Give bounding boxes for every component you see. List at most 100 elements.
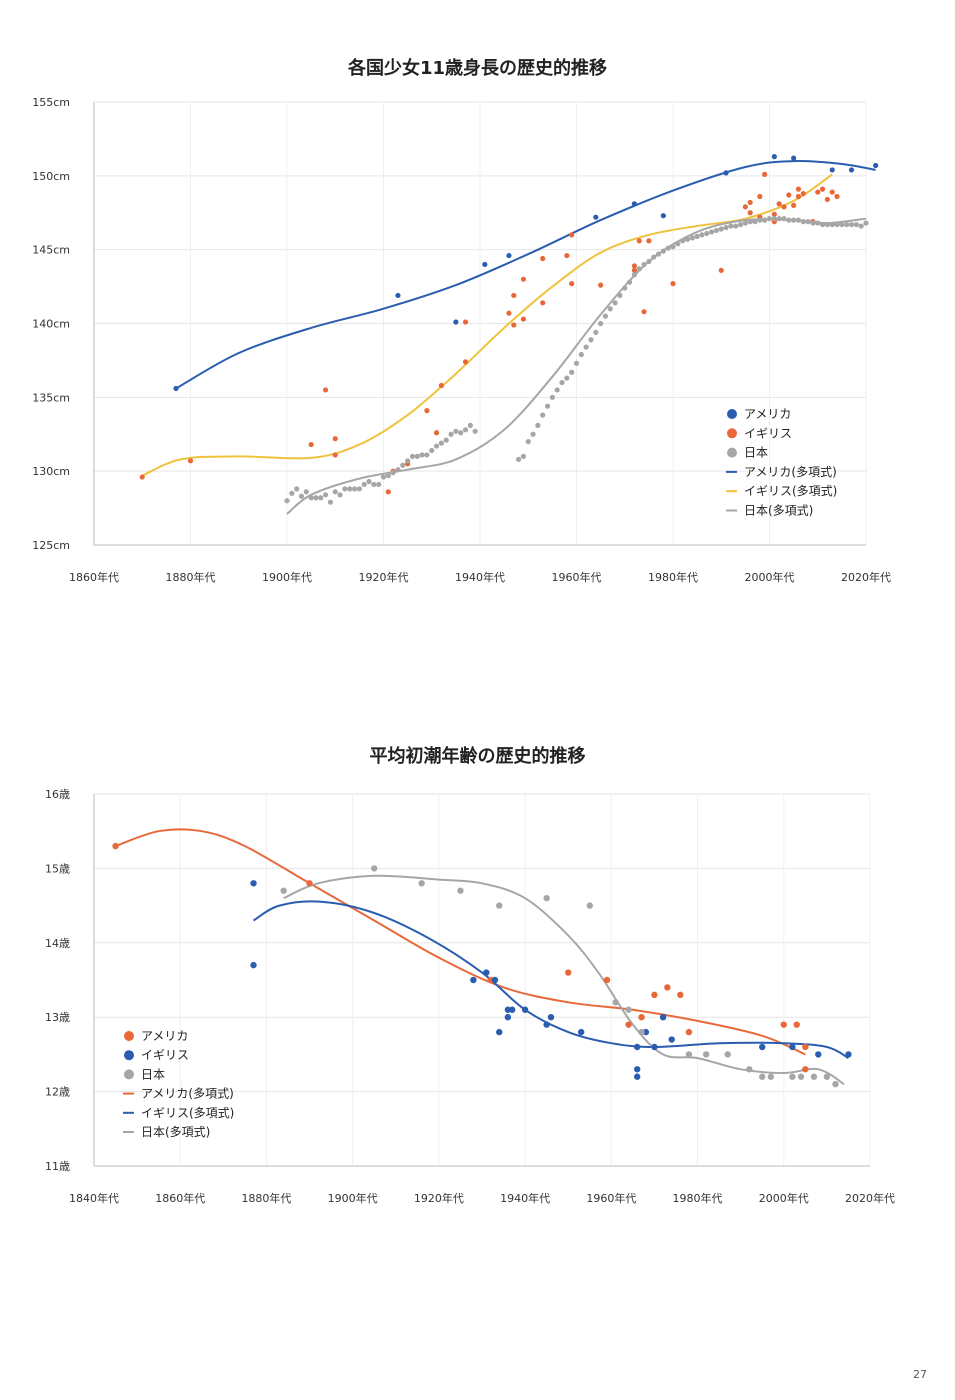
data-point-japan (805, 219, 811, 225)
data-point-japan (429, 447, 435, 454)
y-tick-label: 11歳 (45, 1160, 70, 1173)
data-point-japan (419, 452, 425, 458)
data-point-uk (462, 319, 469, 325)
data-point-uk (139, 474, 145, 480)
y-tick-label: 130cm (32, 465, 70, 478)
y-tick-label: 14歳 (45, 937, 70, 950)
y-tick-label: 125cm (32, 539, 70, 552)
data-point-usa (638, 1014, 645, 1021)
data-point-japan (598, 320, 604, 327)
legend-label: イギリス(多項式) (141, 1106, 234, 1120)
data-point-japan (810, 1073, 818, 1080)
data-point-japan (361, 481, 367, 488)
data-point-usa (306, 880, 313, 887)
data-point-uk (659, 1014, 667, 1021)
legend-label: 日本(多項式) (141, 1125, 210, 1139)
data-point-uk (636, 238, 642, 244)
data-point-japan (467, 422, 473, 428)
data-point-japan (771, 216, 777, 222)
data-point-japan (564, 375, 570, 381)
data-point-uk (824, 196, 831, 203)
y-tick-label: 150cm (32, 170, 70, 183)
data-point-uk (718, 267, 724, 273)
data-point-japan (747, 219, 753, 225)
data-point-japan (400, 462, 406, 468)
data-point-japan (602, 313, 609, 319)
data-point-japan (759, 1073, 766, 1080)
legend-label: アメリカ (744, 407, 791, 421)
data-point-uk (742, 204, 748, 210)
x-tick-label: 1980年代 (673, 1191, 723, 1205)
y-tick-label: 12歳 (45, 1086, 70, 1099)
data-point-japan (704, 230, 710, 237)
data-point-japan (366, 478, 372, 485)
x-tick-label: 2020年代 (841, 570, 891, 584)
data-point-usa (482, 261, 488, 268)
legend-label: アメリカ(多項式) (744, 465, 837, 479)
data-point-japan (593, 329, 599, 335)
data-point-japan (313, 495, 319, 501)
data-point-japan (646, 258, 652, 265)
page-number: 27 (913, 1368, 927, 1381)
data-point-japan (675, 241, 681, 247)
x-tick-label: 1840年代 (69, 1191, 119, 1205)
data-point-uk (631, 263, 638, 269)
data-point-japan (839, 221, 845, 228)
data-point-japan (549, 394, 555, 400)
data-point-japan (660, 248, 666, 254)
data-point-uk (634, 1066, 641, 1073)
data-point-usa (873, 162, 879, 169)
data-point-uk (462, 359, 469, 365)
data-point-japan (544, 403, 551, 409)
data-point-japan (612, 300, 618, 306)
data-point-usa (848, 167, 855, 173)
legend-marker (727, 428, 737, 439)
data-point-uk (829, 189, 835, 195)
data-point-japan (815, 220, 821, 226)
data-point-japan (844, 221, 850, 228)
data-point-uk (520, 276, 527, 282)
data-point-uk (819, 186, 826, 192)
data-point-uk (634, 1043, 641, 1051)
data-point-japan (728, 223, 734, 229)
y-tick-label: 13歳 (45, 1011, 70, 1024)
data-point-japan (742, 220, 748, 226)
data-point-uk (433, 430, 440, 436)
data-point-japan (625, 1006, 632, 1013)
y-tick-label: 155cm (32, 96, 70, 109)
data-point-usa (506, 252, 512, 259)
data-point-japan (762, 217, 768, 223)
data-point-japan (791, 217, 797, 223)
data-point-uk (577, 1028, 585, 1036)
legend-marker (727, 409, 737, 419)
data-point-uk (786, 192, 792, 198)
data-point-uk (323, 387, 329, 393)
data-point-japan (797, 1073, 805, 1080)
data-point-japan (636, 266, 642, 272)
data-point-japan (376, 481, 382, 488)
y-tick-label: 135cm (32, 391, 70, 404)
data-point-uk (438, 382, 444, 389)
data-point-uk (547, 1014, 555, 1021)
data-point-japan (390, 470, 396, 476)
data-point-japan (810, 220, 816, 226)
data-point-japan (737, 221, 744, 228)
data-point-japan (766, 216, 773, 222)
x-tick-label: 1880年代 (241, 1191, 291, 1205)
data-point-japan (724, 1051, 731, 1058)
data-point-japan (453, 428, 459, 434)
series-line-usa (175, 160, 876, 390)
data-point-usa (603, 976, 611, 984)
data-point-japan (462, 427, 469, 433)
data-point-japan (713, 227, 720, 234)
data-point-usa (651, 991, 658, 999)
data-point-japan (586, 902, 593, 909)
data-point-usa (453, 319, 459, 325)
data-point-japan (347, 486, 353, 492)
data-point-japan (559, 379, 565, 386)
data-point-japan (702, 1051, 710, 1058)
data-point-japan (823, 1073, 831, 1080)
data-point-japan (543, 894, 550, 902)
data-point-uk (250, 880, 257, 887)
data-point-japan (829, 221, 835, 228)
